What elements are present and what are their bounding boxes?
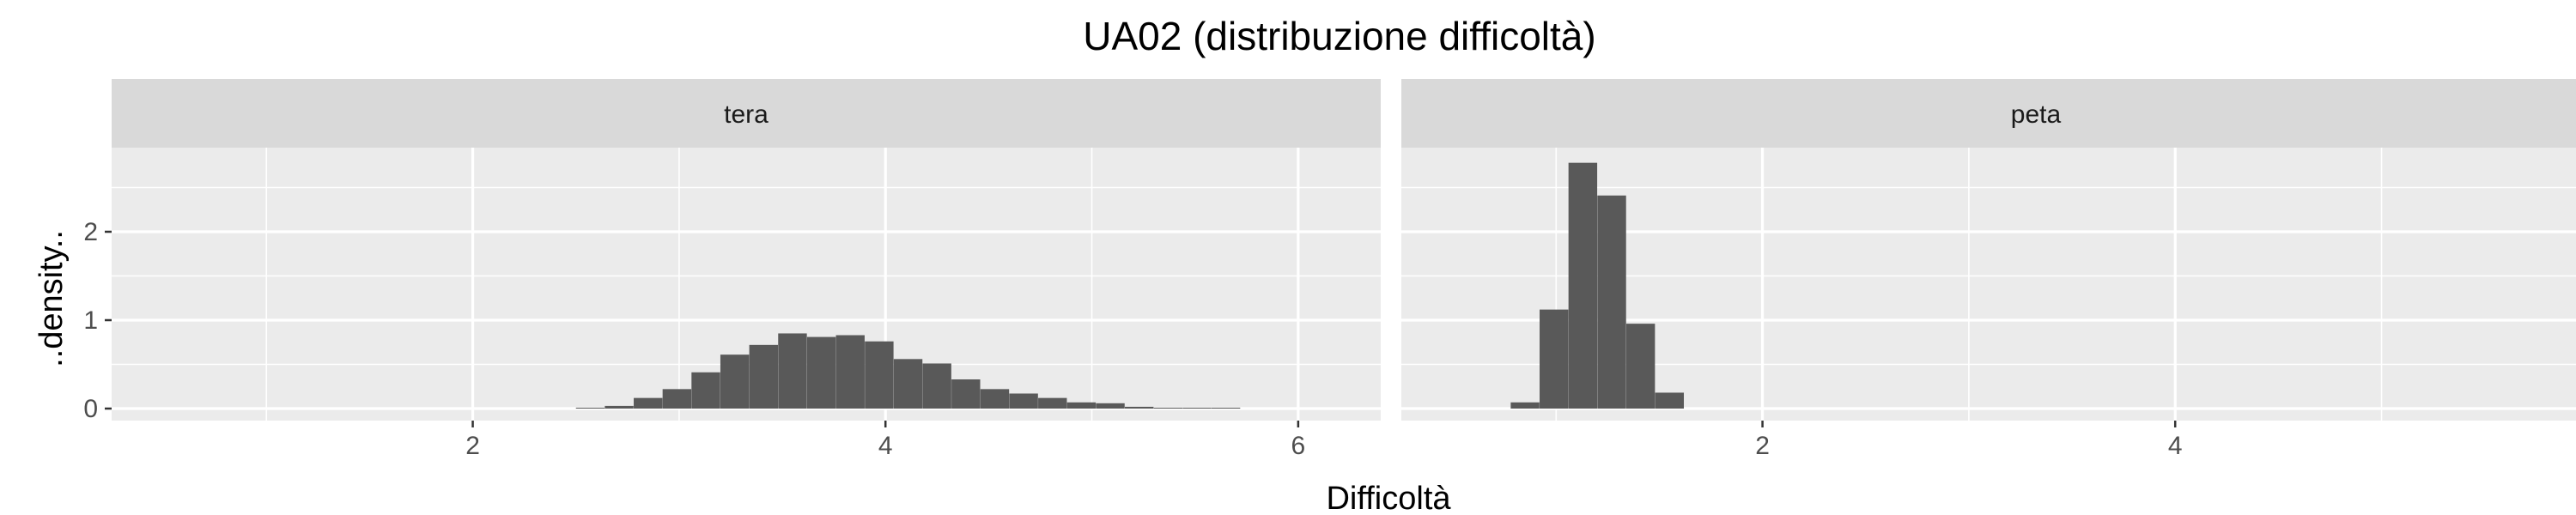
- histogram-bar: [951, 379, 981, 409]
- histogram-bar: [1066, 402, 1097, 409]
- histogram-bar: [806, 336, 836, 409]
- y-axis-title: ..density..: [33, 230, 70, 367]
- histogram-bar: [1009, 393, 1038, 409]
- x-tick-label: 2: [465, 432, 480, 460]
- x-tick-label: 4: [2168, 432, 2183, 460]
- histogram-bar: [1182, 407, 1212, 409]
- facet-strip-label: tera: [724, 100, 769, 129]
- y-tick-label: 0: [83, 395, 98, 423]
- histogram-bar: [1540, 309, 1569, 409]
- histogram-bar: [835, 335, 865, 409]
- histogram-bar: [1597, 195, 1626, 409]
- histogram-bar: [1510, 402, 1540, 409]
- histogram-bar: [749, 344, 779, 409]
- histogram-bar: [1655, 392, 1685, 409]
- facet-strip-label: peta: [2011, 100, 2062, 129]
- histogram-bar: [662, 389, 692, 409]
- histogram-bar: [1038, 397, 1067, 409]
- histogram-bar: [1625, 324, 1656, 409]
- histogram-bar: [1211, 407, 1241, 409]
- histogram-bar: [922, 363, 951, 409]
- histogram-bar: [634, 397, 663, 409]
- histogram-bar: [1153, 407, 1183, 409]
- x-tick-label: 6: [1291, 432, 1306, 460]
- facet-panel-tera: tera 2 4 6 0 1 2: [83, 79, 1381, 460]
- histogram-bar: [1096, 403, 1125, 409]
- facet-strip: [1401, 79, 2576, 148]
- chart-title: UA02 (distribuzione difficoltà): [1083, 14, 1595, 58]
- y-tick-label: 1: [83, 306, 98, 335]
- histogram-bar: [720, 354, 750, 409]
- histogram-bar: [575, 407, 605, 409]
- x-tick-label: 4: [878, 432, 893, 460]
- y-tick-label: 2: [83, 218, 98, 246]
- x-tick-label: 2: [1755, 432, 1770, 460]
- histogram-bar: [778, 333, 807, 409]
- facet-panel-peta: peta246: [1401, 79, 2576, 460]
- histogram-bar: [1124, 406, 1154, 409]
- histogram-bar: [691, 372, 720, 409]
- histogram-bar: [865, 341, 894, 409]
- facet-panels: tera 2 4 6 0 1 2 peta 2 4 6: [83, 79, 2576, 460]
- x-axis-title: Difficoltà: [1326, 481, 1451, 515]
- facet-strip: [112, 79, 1381, 148]
- histogram-bar: [1568, 162, 1598, 409]
- histogram-bar: [980, 389, 1010, 409]
- histogram-bar: [893, 359, 923, 409]
- histogram-bar: [605, 405, 634, 409]
